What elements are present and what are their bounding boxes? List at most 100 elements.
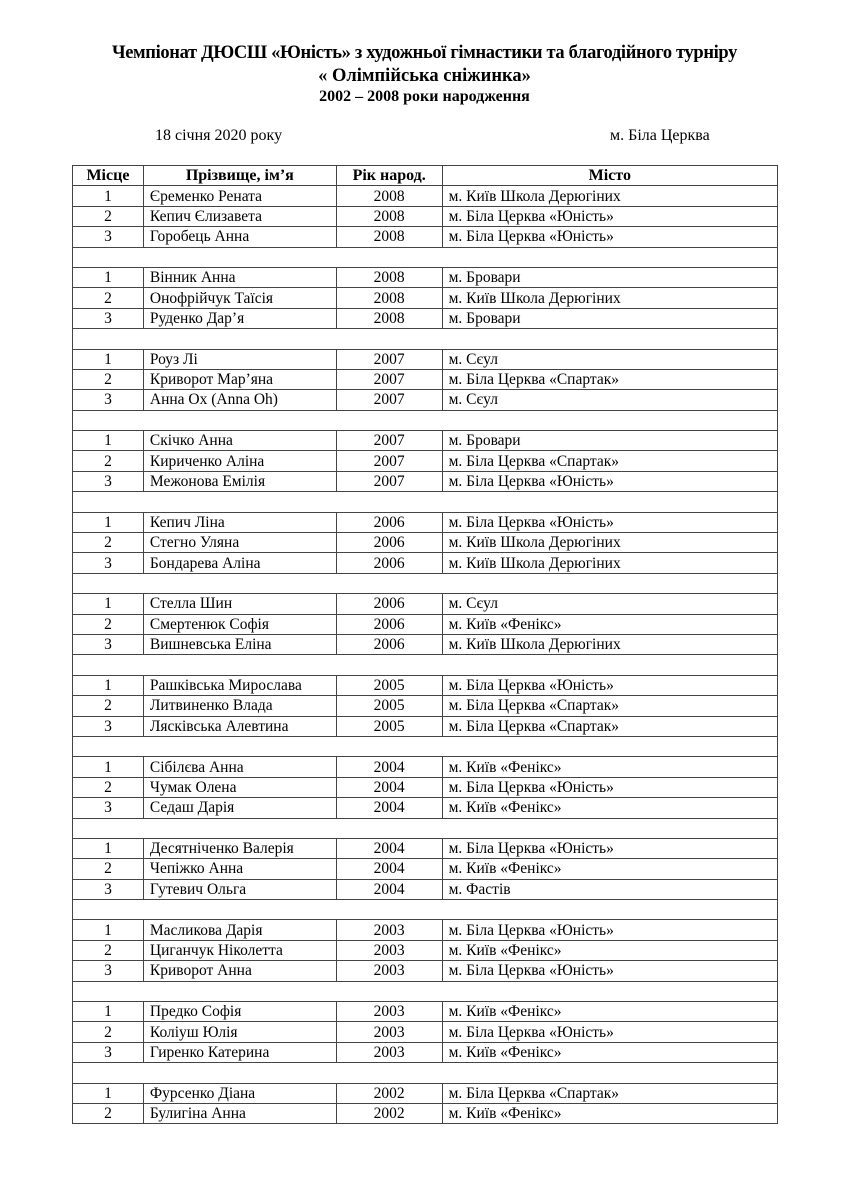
year-cell: 2005 [335,674,443,697]
table-row: 2 Стегно Уляна 2006 м. Київ Школа Дерюгіних [72,532,779,554]
city-cell: м. Сєул [441,593,779,615]
city-cell: м. Київ «Фенікс» [441,613,779,635]
year-cell: 2003 [335,939,443,962]
place-cell: 1 [72,266,144,289]
place-cell: 2 [72,613,144,635]
city-cell: м. Київ «Фенікс» [441,1102,779,1125]
year-cell: 2007 [335,368,443,391]
name-cell: Стелла Шин [142,593,337,615]
name-cell: Масликова Дарія [142,919,337,941]
place-cell: 2 [72,532,144,554]
city-cell: м. Біла Церква «Юність» [441,470,779,493]
tournament-name: « Олімпійська сніжинка» [318,66,531,86]
place-cell: 2 [72,858,144,880]
place-cell: 3 [72,470,144,493]
table-row: 2 Литвиненко Влада 2005 м. Біла Церква «Спа… [72,695,779,717]
city-cell: м. Біла Церква «Спартак» [441,715,779,737]
name-cell: Лясківська Алевтина [142,715,337,737]
year-cell: 2004 [335,756,443,778]
place-cell: 1 [72,1082,144,1104]
table-row: 1 Десятніченко Валерія 2004 м. Біла Церква … [72,837,779,860]
place-cell: 1 [72,511,144,534]
separator-cell [72,735,778,758]
city-cell: м. Бровари [441,430,779,452]
name-cell: Фурсенко Діана [142,1082,337,1104]
name-cell: Рашківська Мирослава [142,674,337,697]
name-cell: Онофрійчук Таїсія [142,287,337,309]
year-cell: 2004 [335,797,443,819]
city-cell: м. Біла Церква «Юність» [441,674,779,697]
place-cell: 1 [72,919,144,941]
separator-cell [72,654,778,676]
name-cell: Предко Софія [142,1001,337,1023]
city-cell: м. Біла Церква «Юність» [441,919,779,941]
table-row: 1 Сібілєва Анна 2004 м. Київ «Фенікс» [72,756,779,778]
year-cell: 2007 [335,470,443,493]
event-place: м. Біла Церква [610,127,710,144]
city-cell: м. Сєул [441,389,779,411]
separator-cell [72,1062,778,1084]
year-cell: 2006 [335,532,443,554]
column-header-place: Місце [72,164,144,187]
place-cell: 3 [72,389,144,411]
city-cell: м. Біла Церква «Юність» [441,226,779,248]
group-separator-row [72,817,778,839]
year-cell: 2006 [335,552,443,574]
year-cell: 2003 [335,960,443,982]
separator-cell [72,817,778,839]
table-row: 1 Вінник Анна 2008 м. Бровари [72,266,779,289]
place-cell: 1 [72,756,144,778]
table-row: 2 Кириченко Аліна 2007 м. Біла Церква «Спар… [72,450,779,472]
name-cell: Руденко Дар’я [142,307,337,330]
name-cell: Булигіна Анна [142,1102,337,1125]
name-cell: Седаш Дарія [142,797,337,819]
year-cell: 2003 [335,1021,443,1043]
table-row: 3 Анна Ох (Anna Oh) 2007 м. Сєул [72,389,779,411]
document-title: Чемпіонат ДЮСШ «Юність» з художньої гімн… [111,43,738,63]
place-cell: 1 [72,348,144,370]
year-cell: 2003 [335,1041,443,1064]
place-cell: 2 [72,1021,144,1043]
city-cell: м. Київ Школа Дерюгіних [441,532,779,554]
table-row: 3 Руденко Дар’я 2008 м. Бровари [72,307,779,330]
year-cell: 2004 [335,776,443,799]
place-cell: 3 [72,633,144,656]
year-cell: 2005 [335,715,443,737]
name-cell: Межонова Емілія [142,470,337,493]
year-cell: 2006 [335,633,443,656]
table-row: 2 Чумак Олена 2004 м. Біла Церква «Юність» [72,776,779,799]
name-cell: Криворот Анна [142,960,337,982]
place-cell: 3 [72,1041,144,1064]
place-cell: 3 [72,878,144,901]
name-cell: Єременко Рената [142,185,337,207]
city-cell: м. Біла Церква «Спартак» [441,1082,779,1104]
city-cell: м. Біла Церква «Юність» [441,205,779,228]
group-separator-row [72,572,778,595]
table-row: 3 Гутевич Ольга 2004 м. Фастів [72,878,779,901]
place-cell: 1 [72,837,144,860]
table-row: 3 Горобець Анна 2008 м. Біла Церква «Юність… [72,226,779,248]
table-row: 1 Скічко Анна 2007 м. Бровари [72,430,779,452]
year-cell: 2002 [335,1102,443,1125]
group-separator-row [72,328,778,350]
group-separator-row [72,654,778,676]
table-row: 2 Смертенюк Софія 2006 м. Київ «Фенікс» [72,613,779,635]
year-cell: 2007 [335,430,443,452]
separator-cell [72,491,778,513]
group-separator-row [72,735,778,758]
city-cell: м. Київ «Фенікс» [441,756,779,778]
group-separator-row [72,246,778,268]
table-row: 2 Кепич Єлизавета 2008 м. Біла Церква «Юніс… [72,205,779,228]
city-cell: м. Біла Церква «Юність» [441,837,779,860]
table-row: 1 Стелла Шин 2006 м. Сєул [72,593,779,615]
table-row: 1 Кепич Ліна 2006 м. Біла Церква «Юність» [72,511,779,534]
year-cell: 2004 [335,878,443,901]
place-cell: 2 [72,939,144,962]
name-cell: Роуз Лі [142,348,337,370]
city-cell: м. Київ Школа Дерюгіних [441,552,779,574]
year-cell: 2008 [335,266,443,289]
place-cell: 2 [72,450,144,472]
name-cell: Скічко Анна [142,430,337,452]
table-row: 3 Лясківська Алевтина 2005 м. Біла Церква «… [72,715,779,737]
